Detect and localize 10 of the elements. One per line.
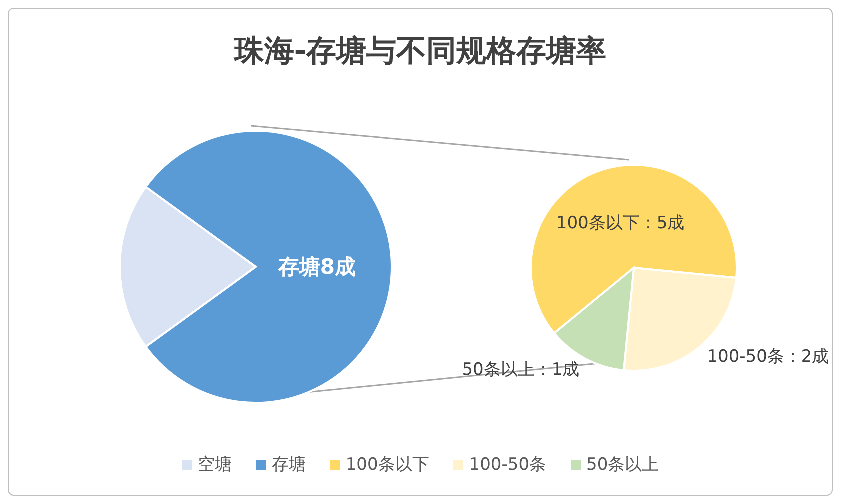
legend-label: 空塘 [196,454,232,476]
data-label: 100条以下：5成 [556,214,685,234]
data-label: 存塘8成 [277,255,356,279]
chart-title: 珠海-存塘与不同规格存塘率 [232,33,608,71]
legend-label: 存塘 [270,454,306,476]
legend-label: 50条以上 [586,454,660,476]
legend-label: 100-50条 [468,454,547,476]
data-label: 100-50条：2成 [707,347,830,368]
data-label: 50条以上：1成 [462,360,580,380]
legend-label: 100条以下 [344,454,430,476]
